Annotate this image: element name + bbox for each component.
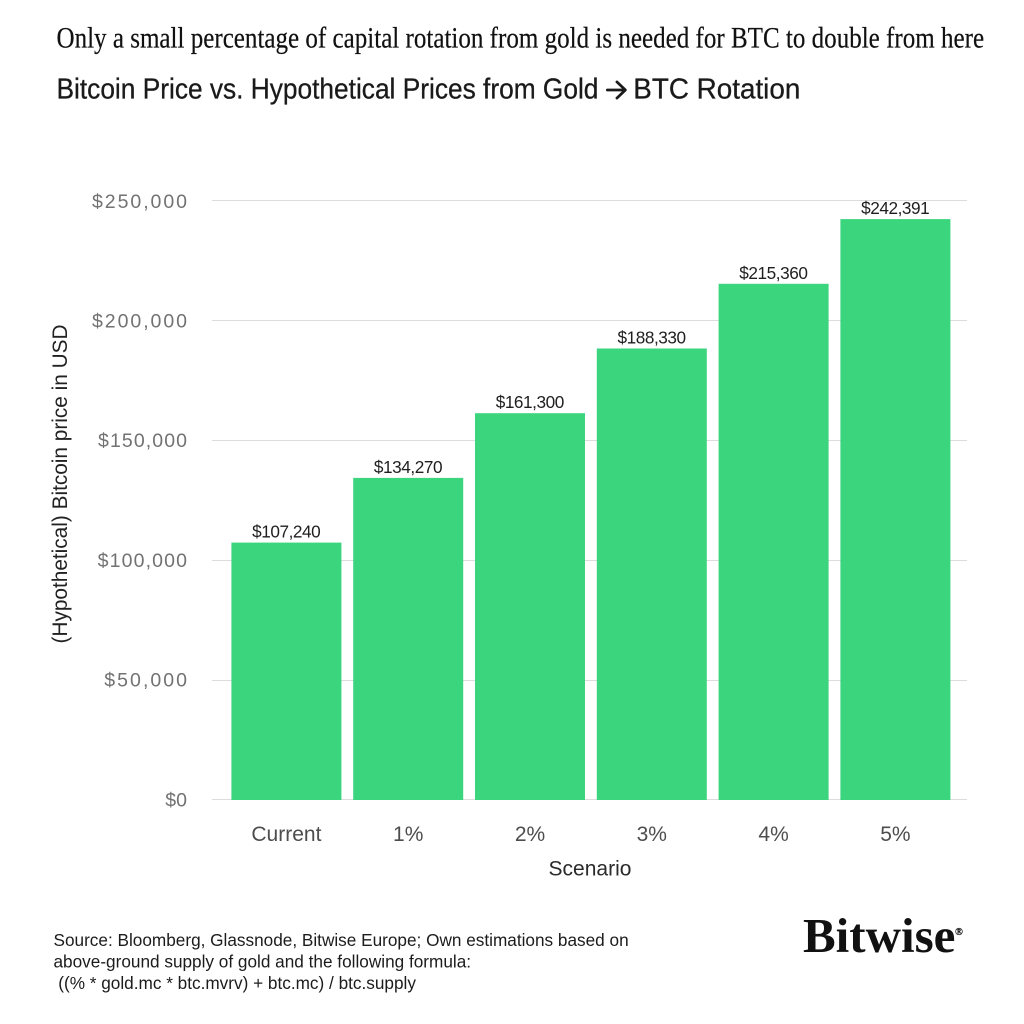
svg-text:$100,000: $100,000: [98, 550, 188, 572]
svg-text:$161,300: $161,300: [496, 392, 565, 412]
svg-text:BTC Rotation: BTC Rotation: [633, 73, 800, 104]
svg-text:Scenario: Scenario: [549, 858, 632, 881]
svg-text:5%: 5%: [880, 823, 910, 846]
svg-text:Source: Bloomberg, Glassnode,: Source: Bloomberg, Glassnode, Bitwise Eu…: [54, 930, 629, 950]
svg-text:Bitwise: Bitwise: [803, 908, 955, 963]
svg-text:Current: Current: [251, 823, 321, 846]
svg-text:$188,330: $188,330: [618, 328, 687, 348]
svg-text:®: ®: [955, 927, 963, 938]
svg-text:Bitcoin Price vs. Hypothetical: Bitcoin Price vs. Hypothetical Prices fr…: [57, 73, 599, 105]
svg-text:(Hypothetical) Bitcoin price i: (Hypothetical) Bitcoin price in USD: [49, 324, 72, 643]
svg-text:$50,000: $50,000: [104, 670, 187, 692]
svg-text:above-ground supply of gold an: above-ground supply of gold and the foll…: [54, 952, 472, 972]
svg-text:$200,000: $200,000: [92, 311, 187, 333]
svg-text:2%: 2%: [515, 823, 545, 846]
svg-text:$242,391: $242,391: [861, 198, 930, 218]
svg-text:$150,000: $150,000: [98, 430, 187, 452]
svg-text:((% * gold.mc * btc.mvrv) + bt: ((% * gold.mc * btc.mvrv) + btc.mc) / bt…: [54, 973, 417, 993]
svg-text:$107,240: $107,240: [252, 522, 321, 542]
svg-text:1%: 1%: [393, 823, 423, 846]
svg-text:$250,000: $250,000: [92, 191, 187, 213]
svg-text:4%: 4%: [758, 823, 788, 846]
svg-text:$0: $0: [165, 789, 187, 811]
svg-text:$215,360: $215,360: [739, 263, 808, 283]
svg-text:Only a small percentage of cap: Only a small percentage of capital rotat…: [57, 20, 985, 54]
svg-text:3%: 3%: [637, 823, 667, 846]
svg-text:$134,270: $134,270: [374, 457, 443, 477]
